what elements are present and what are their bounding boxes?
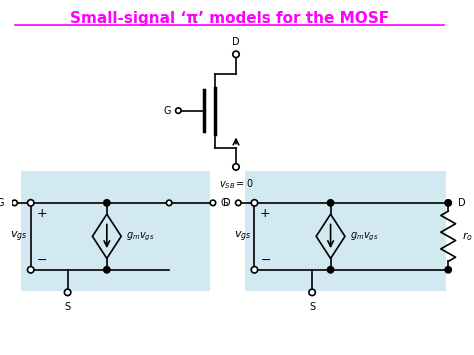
Circle shape (210, 200, 216, 206)
Text: $g_m v_{gs}$: $g_m v_{gs}$ (350, 230, 379, 242)
Circle shape (445, 200, 451, 206)
Circle shape (328, 267, 334, 273)
Circle shape (309, 289, 315, 296)
Text: +: + (36, 207, 47, 219)
Circle shape (251, 267, 258, 273)
Text: S: S (309, 302, 315, 312)
Circle shape (251, 200, 258, 206)
Circle shape (104, 267, 110, 273)
Circle shape (104, 200, 110, 206)
Circle shape (27, 200, 34, 206)
Circle shape (27, 267, 34, 273)
Circle shape (236, 200, 241, 206)
Text: $r_o$: $r_o$ (462, 230, 473, 243)
Text: $g_m v_{gs}$: $g_m v_{gs}$ (126, 230, 155, 242)
Text: Small-signal ‘π’ models for the MOSF: Small-signal ‘π’ models for the MOSF (70, 11, 389, 26)
Text: D: D (458, 198, 466, 208)
Text: D: D (223, 198, 231, 208)
FancyBboxPatch shape (20, 171, 210, 290)
Circle shape (233, 51, 239, 58)
Text: $v_{gs}$: $v_{gs}$ (10, 229, 27, 244)
Text: +: + (260, 207, 271, 219)
Circle shape (328, 200, 334, 206)
Text: $v_{SB} = 0$: $v_{SB} = 0$ (219, 178, 253, 191)
Text: S: S (64, 302, 71, 312)
Text: G: G (163, 105, 171, 116)
Circle shape (175, 108, 181, 113)
Circle shape (233, 164, 239, 170)
Circle shape (64, 289, 71, 296)
Text: G: G (0, 198, 4, 208)
Circle shape (446, 200, 451, 206)
Circle shape (445, 267, 451, 273)
FancyBboxPatch shape (245, 171, 446, 290)
Text: $-$: $-$ (260, 253, 271, 266)
Text: $v_{gs}$: $v_{gs}$ (234, 229, 251, 244)
Circle shape (166, 200, 172, 206)
Text: $-$: $-$ (36, 253, 47, 266)
Circle shape (12, 200, 18, 206)
Text: G: G (221, 198, 228, 208)
Text: D: D (232, 37, 240, 47)
